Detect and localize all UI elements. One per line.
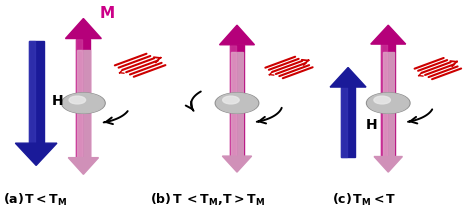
Text: $\bf{(a)\,T < T_{M}}$: $\bf{(a)\,T < T_{M}}$ [3, 192, 67, 208]
Circle shape [374, 96, 391, 104]
Polygon shape [65, 19, 101, 39]
Polygon shape [219, 25, 255, 45]
Circle shape [62, 93, 105, 113]
Polygon shape [28, 41, 44, 143]
Polygon shape [222, 156, 252, 172]
Polygon shape [231, 52, 243, 156]
Circle shape [63, 93, 104, 113]
Polygon shape [383, 52, 394, 157]
Text: $\bf{(b)\,T\;<T_{M},\!T>T_{M}}$: $\bf{(b)\,T\;<T_{M},\!T>T_{M}}$ [150, 192, 264, 208]
Circle shape [223, 96, 239, 104]
Polygon shape [230, 45, 244, 159]
Polygon shape [230, 45, 236, 159]
Polygon shape [381, 44, 395, 159]
Polygon shape [68, 158, 99, 174]
Circle shape [216, 93, 258, 113]
Polygon shape [28, 41, 35, 143]
Circle shape [367, 93, 409, 113]
Polygon shape [371, 25, 406, 44]
Polygon shape [76, 39, 82, 163]
Text: H: H [365, 118, 377, 132]
Polygon shape [381, 44, 387, 159]
Text: $\bf{(c)\,T_{M}<T}$: $\bf{(c)\,T_{M}<T}$ [331, 192, 396, 208]
Polygon shape [15, 143, 57, 166]
Polygon shape [77, 50, 82, 158]
Polygon shape [330, 67, 366, 87]
Polygon shape [231, 52, 236, 156]
Circle shape [215, 93, 259, 113]
Polygon shape [383, 52, 387, 157]
Text: H: H [51, 94, 63, 108]
Text: M: M [100, 6, 115, 21]
Circle shape [69, 96, 86, 104]
Circle shape [366, 93, 410, 113]
Polygon shape [341, 87, 347, 157]
Polygon shape [76, 39, 91, 163]
Polygon shape [374, 157, 402, 172]
Polygon shape [77, 50, 90, 158]
Polygon shape [341, 87, 355, 157]
